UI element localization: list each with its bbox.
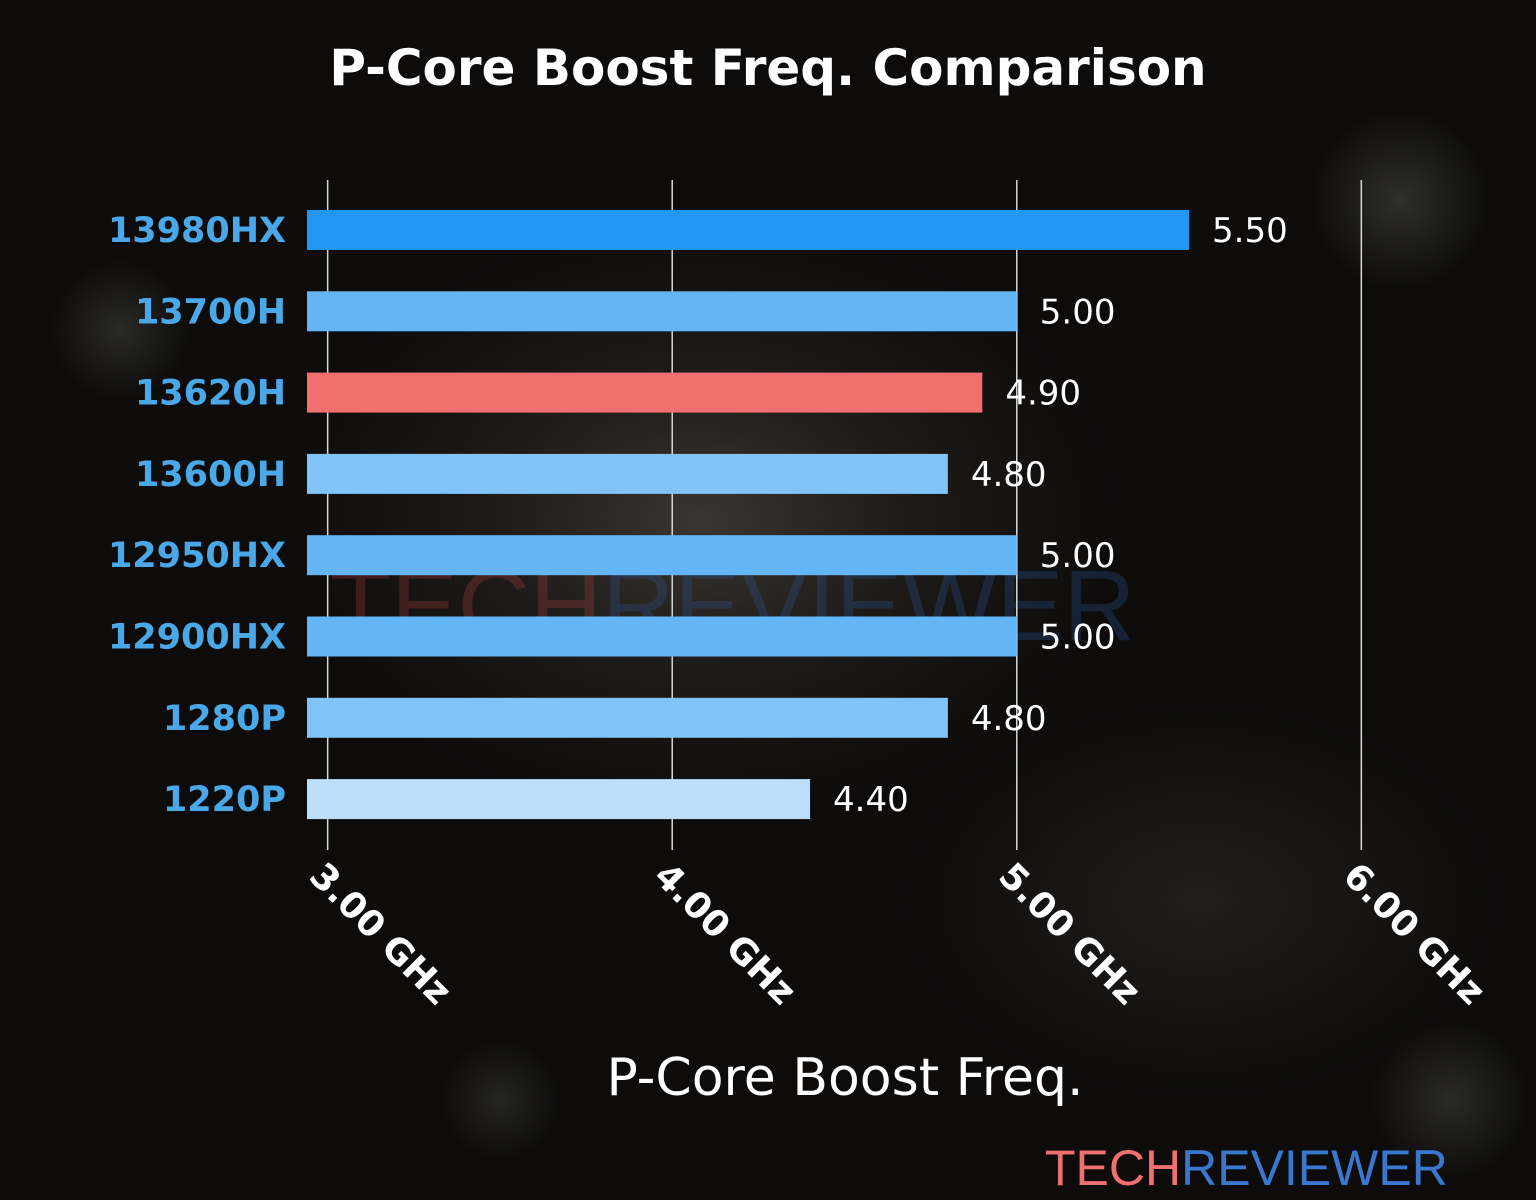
bars (307, 210, 1190, 820)
x-tick-labels: 3.00 GHz 4.00 GHz 5.00 GHz 6.00 GHz (301, 855, 1492, 1013)
category-label: 13700H (135, 292, 286, 332)
chart-title: P-Core Boost Freq. Comparison (329, 39, 1206, 97)
value-label: 4.90 (1005, 374, 1081, 414)
category-label: 1220P (163, 780, 286, 820)
value-labels: 5.50 5.00 4.90 4.80 5.00 5.00 4.80 4.40 (833, 211, 1288, 820)
value-label: 5.00 (1040, 292, 1116, 332)
x-axis-label: P-Core Boost Freq. (606, 1048, 1083, 1108)
bar (307, 210, 1190, 250)
value-label: 5.00 (1040, 536, 1116, 576)
x-tick-label: 4.00 GHz (646, 855, 804, 1013)
bar (307, 616, 1017, 657)
value-label: 5.00 (1040, 618, 1116, 658)
techreviewer-logo: TECHREVIEWER (1045, 1140, 1448, 1196)
category-label: 12950HX (108, 536, 286, 576)
x-tick-label: 3.00 GHz (301, 855, 459, 1013)
category-labels: 13980HX 13700H 13620H 13600H 12950HX 12900HX 1… (108, 211, 286, 820)
bar (307, 372, 983, 413)
x-tick-label: 6.00 GHz (1335, 855, 1493, 1013)
value-label: 4.40 (833, 780, 909, 820)
bar (307, 697, 948, 738)
bar (307, 535, 1017, 576)
category-label: 13600H (135, 455, 286, 495)
category-label: 13620H (135, 374, 286, 414)
bar (307, 779, 811, 820)
category-label: 1280P (163, 699, 286, 739)
bar (307, 291, 1017, 332)
value-label: 5.50 (1212, 211, 1288, 251)
gridlines (326, 180, 1363, 850)
category-label: 12900HX (108, 618, 286, 658)
value-label: 4.80 (971, 455, 1047, 495)
x-tick-label: 5.00 GHz (990, 855, 1148, 1013)
bar (307, 453, 948, 494)
category-label: 13980HX (108, 211, 286, 251)
value-label: 4.80 (971, 699, 1047, 739)
